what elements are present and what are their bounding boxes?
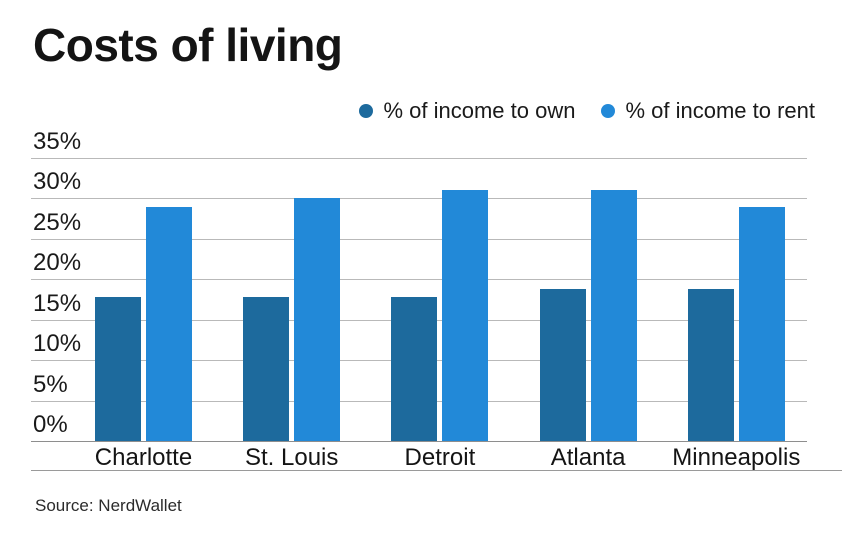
x-axis-label-charlotte: Charlotte bbox=[94, 444, 193, 471]
bar-rent-minneapolis bbox=[738, 207, 785, 441]
legend-item-rent: % of income to rent bbox=[601, 98, 815, 124]
x-axis-label-minneapolis: Minneapolis bbox=[672, 444, 801, 471]
source-attribution: Source: NerdWallet bbox=[35, 496, 182, 515]
bar-own-minneapolis bbox=[687, 289, 734, 441]
y-tick-label-15: 15% bbox=[33, 290, 82, 317]
x-axis-label-detroit: Detroit bbox=[404, 444, 476, 471]
y-tick-label-0: 0% bbox=[33, 411, 68, 438]
gridline-35 bbox=[31, 158, 807, 159]
bar-rent-charlotte bbox=[146, 207, 192, 441]
x-axis-label-stlouis: St. Louis bbox=[244, 444, 339, 471]
y-tick-label-20: 20% bbox=[33, 249, 82, 276]
y-tick-label-35: 35% bbox=[33, 128, 82, 155]
bar-own-stlouis bbox=[243, 297, 290, 441]
own-series-dot-icon bbox=[359, 104, 374, 118]
chart-title: Costs of living bbox=[33, 19, 343, 71]
rent-series-dot-icon bbox=[601, 104, 616, 118]
legend-item-rent-label: % of income to rent bbox=[625, 98, 815, 123]
bar-own-charlotte bbox=[95, 297, 141, 441]
bar-rent-stlouis bbox=[294, 197, 341, 441]
bar-rent-atlanta bbox=[590, 189, 637, 441]
y-tick-label-10: 10% bbox=[33, 330, 82, 357]
gridline-20 bbox=[31, 279, 807, 280]
bar-own-detroit bbox=[391, 297, 438, 441]
x-axis-underline bbox=[31, 470, 842, 471]
y-tick-label-25: 25% bbox=[33, 209, 82, 236]
y-tick-label-30: 30% bbox=[33, 168, 82, 195]
bar-own-atlanta bbox=[539, 289, 586, 441]
legend-item-own: % of income to own bbox=[359, 98, 575, 124]
chart-legend: % of income to own % of income to rent bbox=[359, 98, 815, 124]
gridline-30 bbox=[31, 198, 807, 199]
bar-rent-detroit bbox=[442, 190, 489, 441]
y-tick-label-5: 5% bbox=[33, 371, 68, 398]
gridline-25 bbox=[31, 239, 807, 240]
x-axis-label-atlanta: Atlanta bbox=[550, 444, 626, 471]
plot-area: 35% 30% 25% 20% 15% 10% 5% 0% bbox=[31, 130, 807, 442]
legend-item-own-label: % of income to own bbox=[383, 98, 576, 123]
